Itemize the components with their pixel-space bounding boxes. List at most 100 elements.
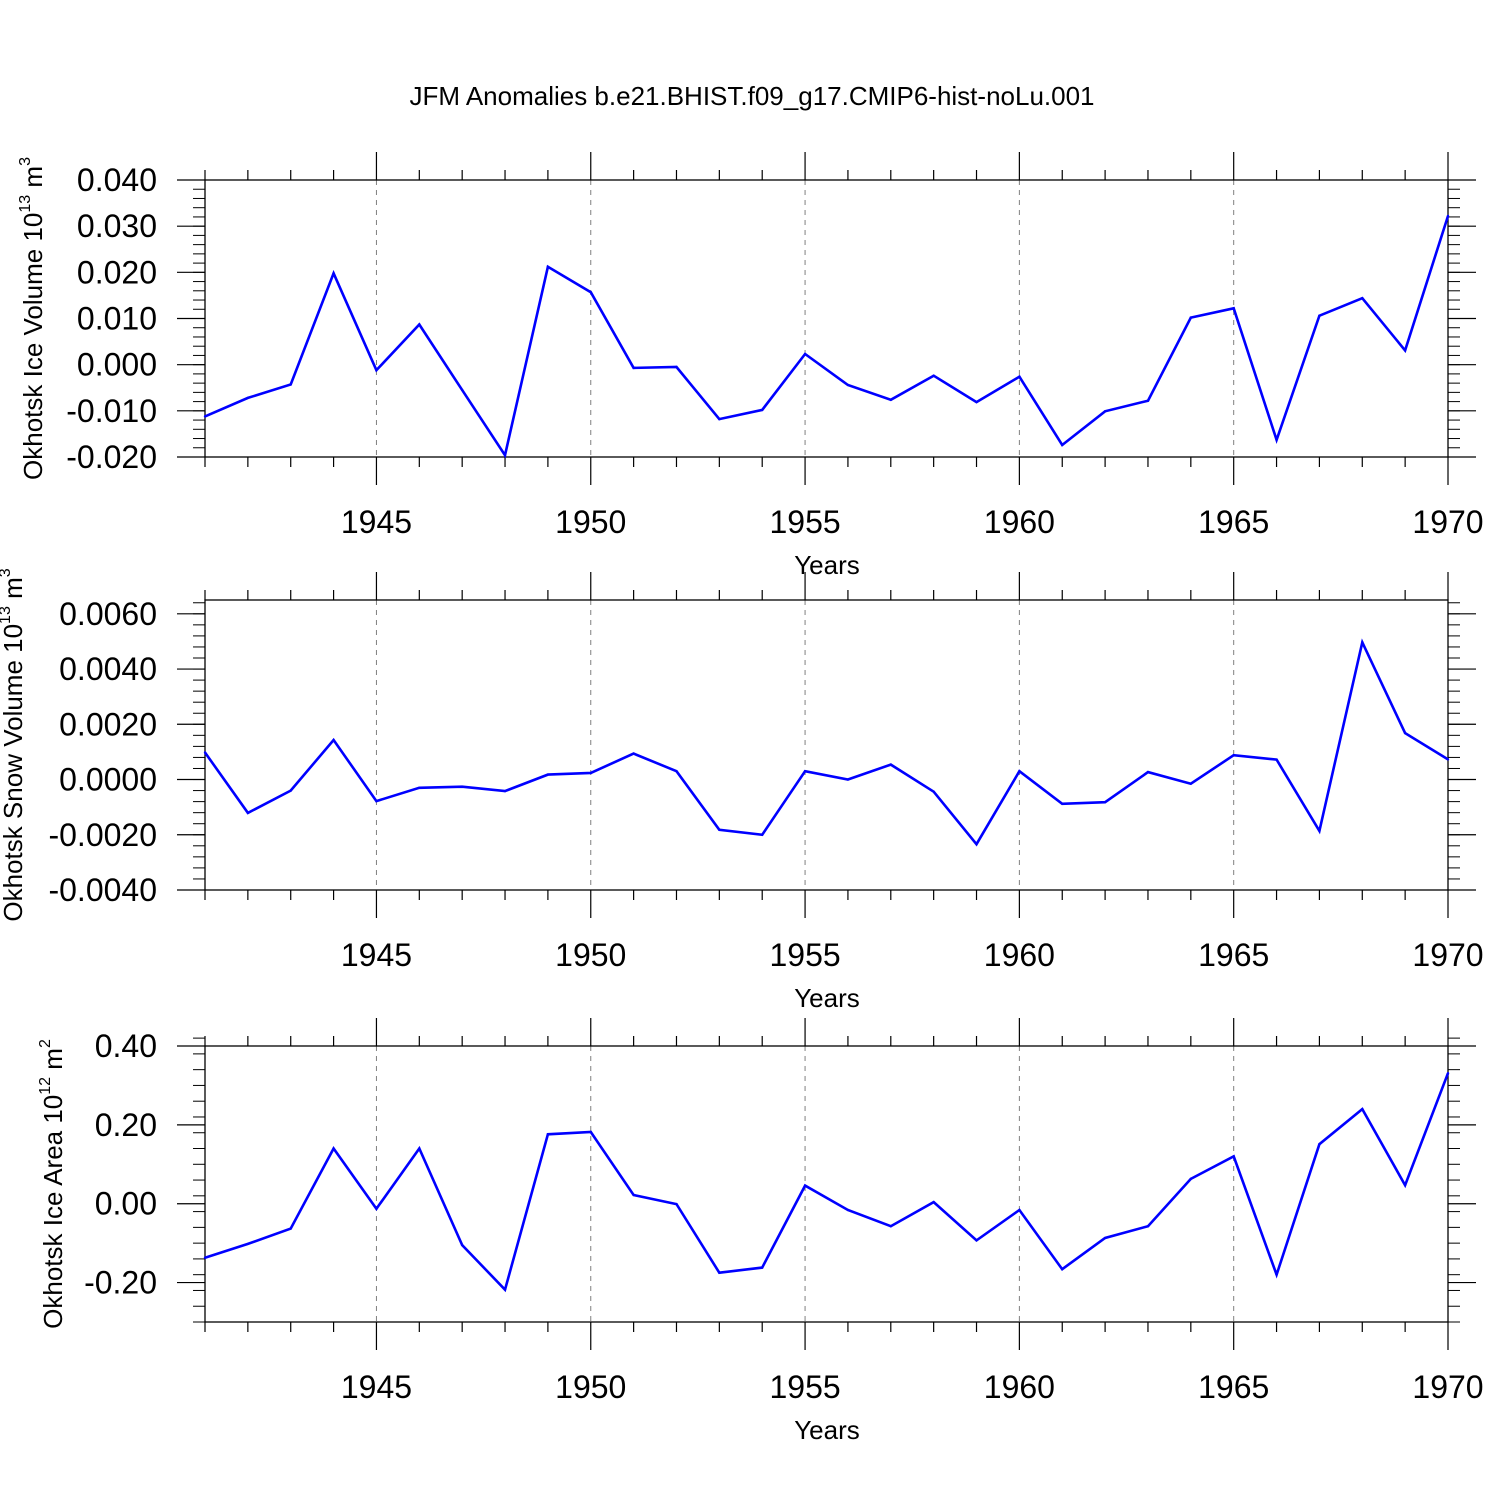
y-tick-label: -0.020 [66, 439, 157, 475]
data-point [289, 789, 292, 792]
data-point [1446, 758, 1450, 761]
y-axis-label-unit-exponent: 2 [37, 1039, 54, 1048]
data-point [718, 828, 721, 831]
y-tick-label: -0.0020 [48, 817, 157, 853]
x-tick-label: 1945 [341, 937, 412, 973]
data-point [761, 833, 764, 836]
data-point [975, 400, 978, 404]
y-tick-label: 0.20 [95, 1107, 157, 1143]
data-point [1403, 1183, 1407, 1187]
data-point [503, 453, 507, 457]
x-tick-label: 1965 [1198, 937, 1269, 973]
data-point [375, 369, 378, 372]
data-point [1232, 1155, 1235, 1158]
data-point [761, 1266, 764, 1269]
y-tick-label: 0.00 [95, 1186, 157, 1222]
data-point [460, 1243, 464, 1247]
y-tick-label: -0.010 [66, 393, 157, 429]
data-point [675, 1202, 678, 1206]
data-point [1189, 782, 1193, 785]
data-point [889, 1224, 892, 1228]
y-tick-label: 0.040 [77, 162, 157, 198]
data-point [1318, 1142, 1321, 1146]
data-point [460, 785, 464, 788]
data-point [418, 323, 421, 326]
x-tick-label: 1950 [555, 1369, 626, 1405]
y-axis-label-unit: m [18, 166, 48, 195]
data-point [1275, 758, 1278, 761]
data-point [1275, 438, 1278, 442]
y-axis-label-text: Okhotsk Snow Volume 10 [0, 624, 28, 922]
data-point [889, 398, 892, 401]
data-point [675, 365, 678, 369]
data-point [1061, 1267, 1064, 1271]
data-point [975, 842, 978, 846]
data-point [846, 383, 850, 387]
data-point [503, 1288, 507, 1291]
data-point [503, 789, 507, 793]
data-point [1146, 1224, 1150, 1228]
data-point [1103, 800, 1107, 804]
data-point [1232, 754, 1235, 757]
x-tick-label: 1960 [984, 504, 1055, 540]
data-point [460, 388, 464, 392]
y-axis-label-unit-exponent: 3 [0, 568, 14, 577]
series-line-ice-volume [204, 215, 1450, 459]
x-tick-label: 1965 [1198, 504, 1269, 540]
y-axis-label-exponent: 13 [17, 195, 34, 213]
y-axis-label: Okhotsk Ice Volume 1013 m3 [17, 157, 48, 480]
data-point [1103, 1236, 1107, 1240]
data-point [1061, 802, 1064, 806]
data-point [1232, 307, 1235, 310]
data-point [1103, 410, 1107, 413]
x-axis-label: Years [794, 983, 860, 1013]
data-point [289, 1227, 292, 1230]
panel-snow-volume: -0.0040 -0.0020 0.0000 0.0020 0.0040 0.0060 19… [0, 568, 1484, 1013]
data-point [546, 773, 550, 776]
data-point [1275, 1273, 1278, 1276]
x-tick-label: 1970 [1412, 937, 1483, 973]
y-tick-label: 0.0000 [59, 762, 157, 798]
data-point [975, 1239, 978, 1242]
data-point [375, 1207, 378, 1211]
data-point [1446, 214, 1450, 218]
data-point [589, 290, 592, 294]
data-point [1018, 770, 1021, 773]
x-axis-label: Years [794, 1415, 860, 1445]
y-tick-label: -0.20 [84, 1265, 157, 1301]
y-tick-label: 0.40 [95, 1028, 157, 1064]
y-axis-label-text: Okhotsk Ice Area 10 [38, 1095, 68, 1329]
data-point [246, 1242, 250, 1246]
x-tick-label: 1945 [341, 504, 412, 540]
data-point [1061, 443, 1064, 447]
panel-ice-area: -0.20 0.00 0.20 0.40 1945 1950 1955 1960 1965 197… [37, 1018, 1484, 1445]
panel-ice-volume: -0.020 -0.010 0.000 0.010 0.020 0.030 0.040 194… [17, 152, 1484, 580]
data-point [803, 770, 807, 773]
plot-frame [204, 599, 1449, 891]
data-point [846, 778, 850, 781]
data-point [1189, 316, 1193, 319]
data-point [1361, 296, 1364, 300]
data-point [1446, 1072, 1450, 1075]
y-tick-label: 0.0020 [59, 706, 157, 742]
x-tick-label: 1970 [1412, 1369, 1483, 1405]
data-point [889, 763, 892, 766]
data-point [1361, 1107, 1364, 1111]
data-point [1318, 314, 1321, 317]
data-point [1146, 770, 1150, 774]
data-point [846, 1208, 850, 1212]
data-point [1403, 349, 1407, 352]
data-point [203, 751, 207, 754]
x-axis-label: Years [794, 550, 860, 580]
data-point [589, 1130, 592, 1134]
data-point [203, 1256, 207, 1259]
chart-title: JFM Anomalies b.e21.BHIST.f09_g17.CMIP6-… [409, 81, 1094, 111]
data-point [803, 1184, 807, 1187]
data-point [632, 1193, 635, 1197]
y-tick-label: 0.020 [77, 254, 157, 290]
x-tick-label: 1955 [769, 937, 840, 973]
x-tick-label: 1955 [769, 1369, 840, 1405]
data-point [546, 1133, 550, 1136]
